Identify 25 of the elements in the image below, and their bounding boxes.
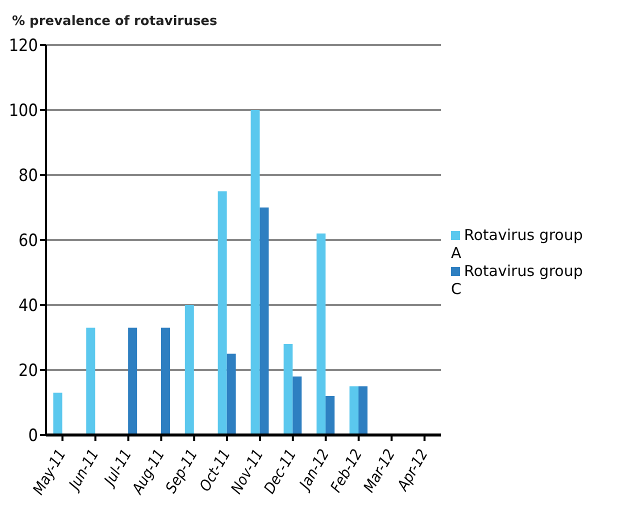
bar [86, 328, 96, 435]
bar [160, 328, 170, 435]
y-tick-label: 100 [8, 101, 38, 122]
bar [218, 191, 227, 435]
bar [260, 208, 269, 435]
bar [316, 234, 326, 435]
y-tick-label: 80 [18, 166, 38, 186]
bar [53, 392, 62, 435]
y-tick-label: 20 [18, 361, 38, 382]
bar [292, 376, 302, 435]
bar [326, 396, 335, 435]
bar [358, 386, 368, 435]
bar [284, 344, 293, 435]
y-tick-label: 0 [28, 426, 38, 446]
bar [349, 386, 358, 435]
y-axis-title: % prevalence of rotaviruses [12, 14, 218, 29]
bar [226, 354, 236, 435]
y-tick-label: 60 [18, 231, 38, 252]
legend-label: Rotavirus group C [451, 262, 583, 298]
y-tick-label: 120 [8, 36, 38, 56]
y-tick-label: 40 [18, 296, 38, 316]
bar [184, 305, 194, 435]
bar [128, 328, 138, 435]
legend-label: Rotavirus group A [451, 226, 583, 262]
bar [250, 110, 260, 435]
